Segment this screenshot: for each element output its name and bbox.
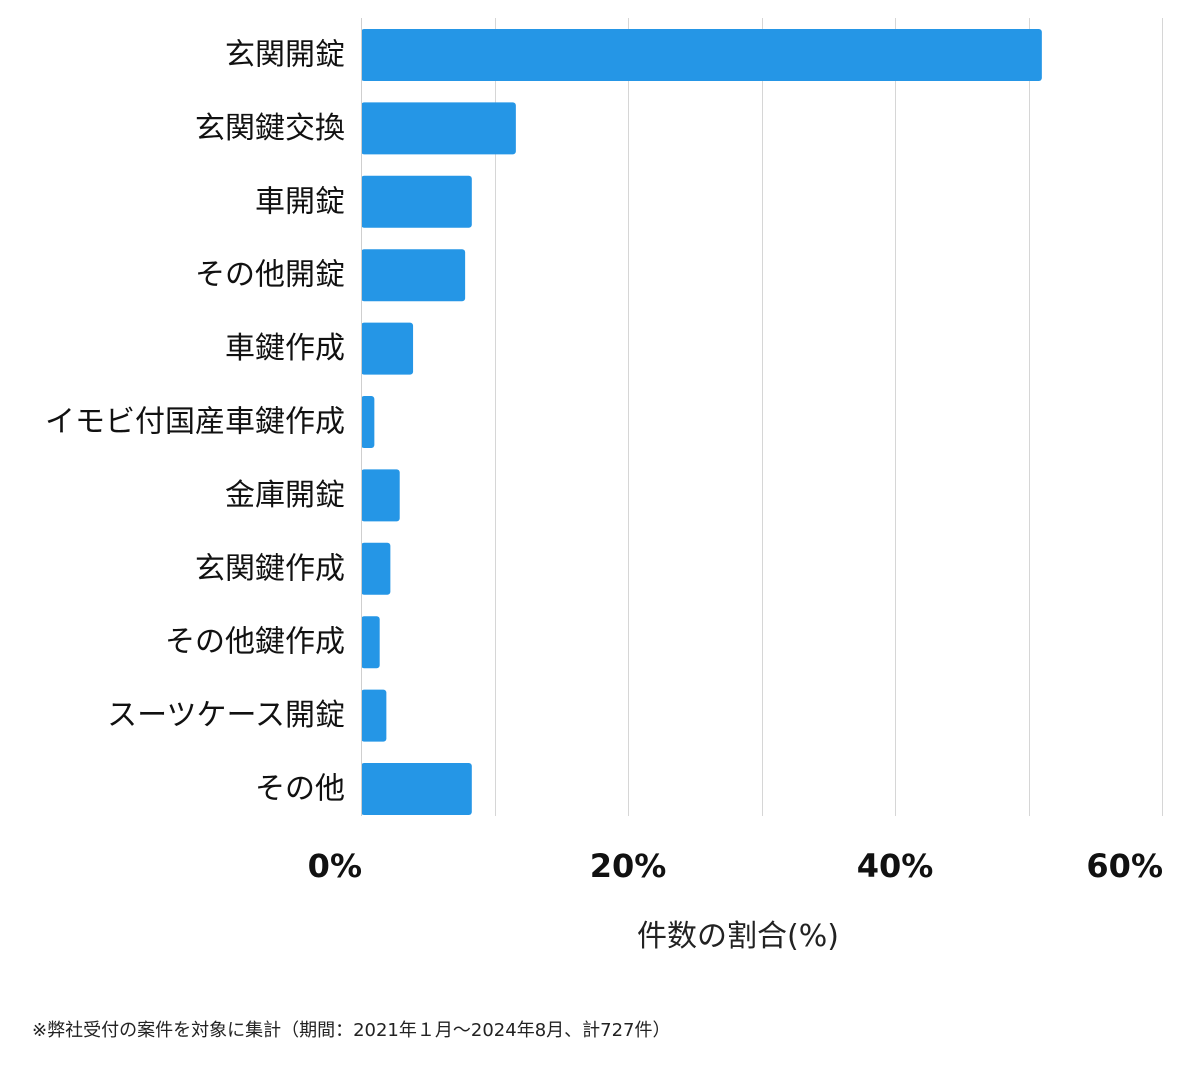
gridlines <box>495 18 1163 816</box>
x-tick-label: 20% <box>590 847 667 885</box>
bar <box>361 763 472 815</box>
category-label: 金庫開錠 <box>225 478 345 513</box>
category-label: 車開錠 <box>255 184 345 219</box>
category-label: その他鍵作成 <box>165 625 345 660</box>
bar <box>361 322 414 375</box>
bar <box>361 249 466 302</box>
category-label: その他 <box>255 772 345 807</box>
x-tick-label: 60% <box>1086 847 1163 885</box>
category-label: 玄関開錠 <box>225 38 345 73</box>
bar-chart: 玄関開錠玄関鍵交換車開錠その他開錠車鍵作成イモビ付国産車鍵作成金庫開錠玄関鍵作成… <box>45 18 1163 954</box>
category-label: スーツケース開錠 <box>107 698 345 733</box>
bar <box>361 689 387 742</box>
bar <box>361 175 472 228</box>
bar <box>361 542 391 595</box>
x-axis-title: 件数の割合(%) <box>637 919 839 954</box>
bar <box>361 616 380 669</box>
bar <box>361 469 400 522</box>
category-label: その他開錠 <box>195 258 345 293</box>
bar <box>361 396 375 448</box>
x-tick-label: 40% <box>857 847 934 885</box>
bar <box>361 102 516 155</box>
category-label: 玄関鍵交換 <box>195 111 345 146</box>
x-tick-label: 0% <box>308 847 362 885</box>
category-label: 玄関鍵作成 <box>195 551 345 586</box>
category-label: イモビ付国産車鍵作成 <box>45 405 345 440</box>
bar <box>361 29 1042 81</box>
footnote: ※弊社受付の案件を対象に集計（期間：2021年１月〜2024年8月、計727件） <box>32 1020 671 1041</box>
category-label: 車鍵作成 <box>225 331 345 366</box>
